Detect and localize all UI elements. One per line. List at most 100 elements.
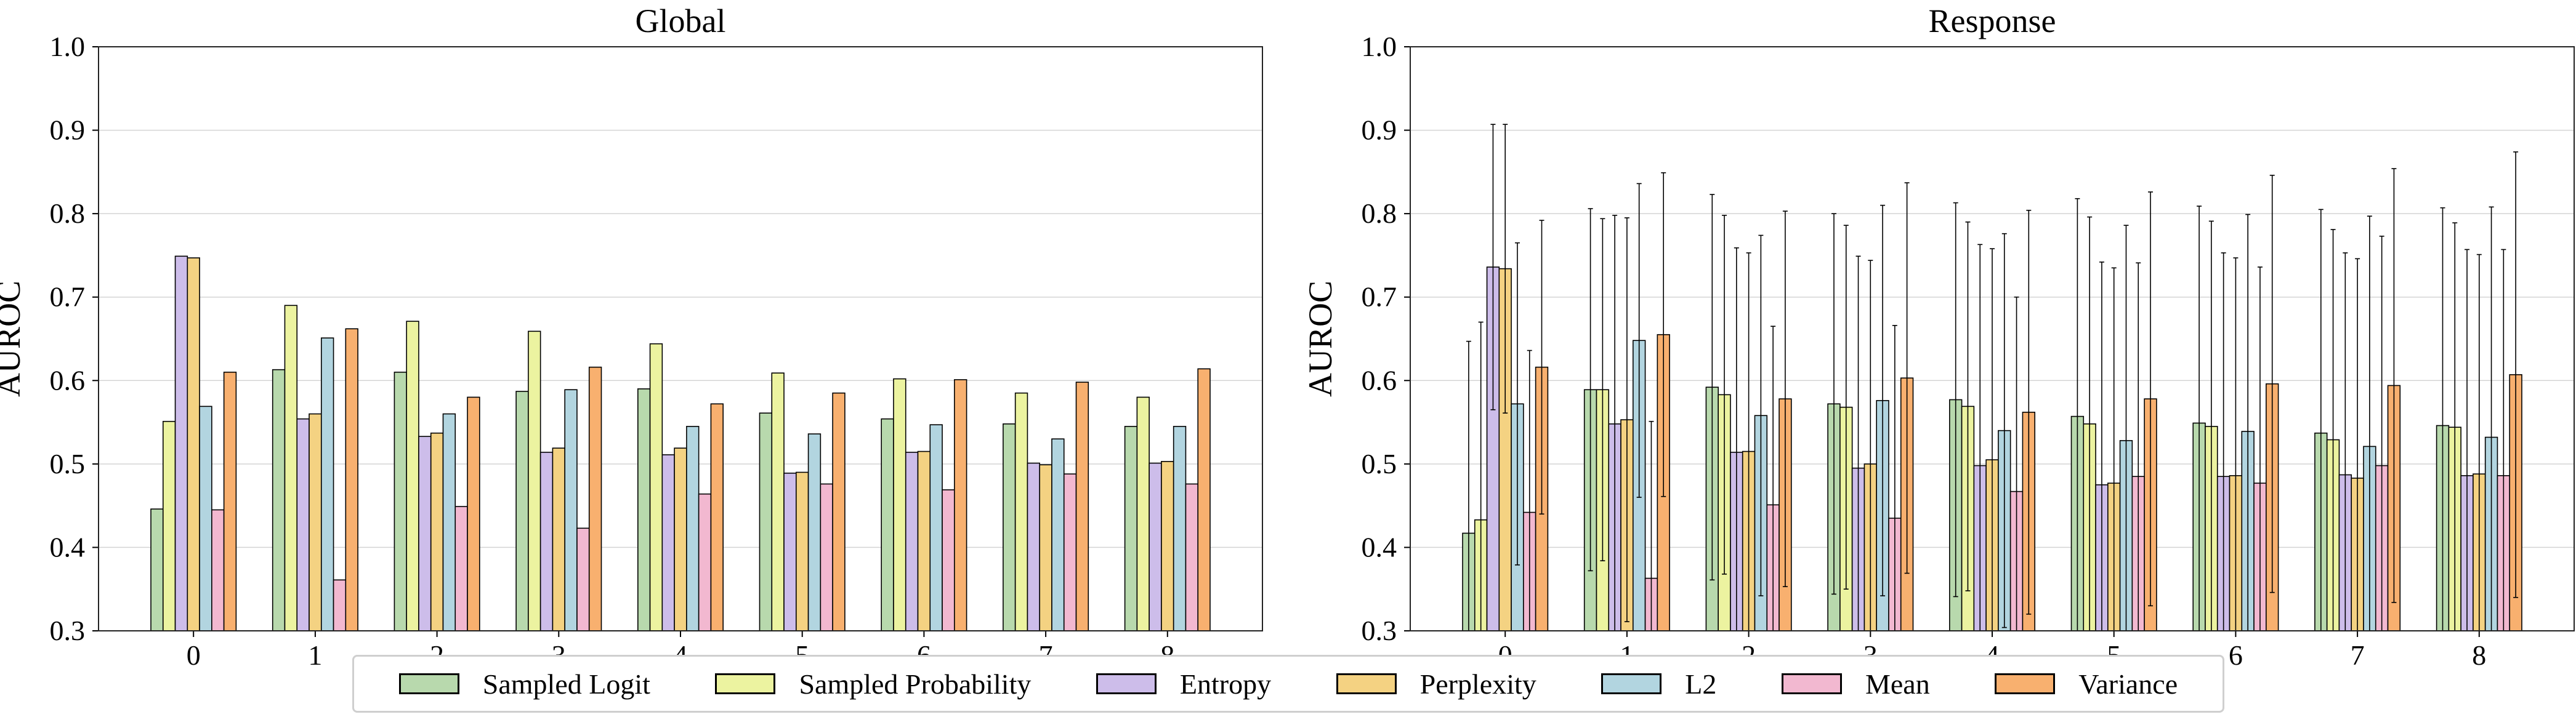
bar-perplexity-token-1 bbox=[309, 413, 322, 631]
x-tick-label: 7 bbox=[2351, 639, 2365, 671]
legend-label: Perplexity bbox=[1419, 668, 1536, 700]
bar-l2-token-3 bbox=[564, 389, 578, 631]
bar-mean-token-3 bbox=[576, 527, 590, 631]
legend-item-sampled-logit: Sampled Logit bbox=[398, 668, 650, 700]
bar-l2-token-2 bbox=[442, 413, 456, 631]
legend-item-variance: Variance bbox=[1995, 668, 2178, 700]
bar-variance-token-8 bbox=[1197, 368, 1211, 631]
bar-sampled-probability-token-7 bbox=[1014, 392, 1028, 631]
y-axis-label: AUROC bbox=[1302, 281, 1339, 397]
chart-panel-global: 0.30.40.50.60.70.80.91.0012345678GlobalT… bbox=[0, 2, 1263, 692]
bar-entropy-token-1 bbox=[296, 418, 310, 631]
y-tick-label: 0.9 bbox=[1362, 114, 1397, 146]
bar-l2-token-0 bbox=[199, 406, 212, 631]
bar-sampled-logit-token-1 bbox=[272, 369, 286, 631]
chart-title: Response bbox=[1929, 2, 2056, 39]
bar-perplexity-token-8 bbox=[1161, 460, 1174, 631]
bar-sampled-probability-token-6 bbox=[893, 378, 906, 631]
bar-variance-token-0 bbox=[223, 371, 237, 631]
bar-mean-token-1 bbox=[333, 579, 347, 631]
bar-variance-token-1 bbox=[345, 328, 358, 631]
bar-mean-token-2 bbox=[454, 506, 468, 631]
bar-mean-token-5 bbox=[820, 483, 833, 631]
legend-swatch bbox=[1601, 673, 1662, 694]
bar-l2-token-8 bbox=[1173, 426, 1187, 631]
x-tick-label: 8 bbox=[2472, 639, 2486, 671]
chart-title: Global bbox=[636, 2, 726, 39]
bar-mean-token-8 bbox=[1185, 483, 1199, 631]
bar-sampled-probability-token-2 bbox=[406, 321, 419, 631]
x-tick-label: 0 bbox=[187, 639, 201, 671]
y-tick-label: 0.6 bbox=[50, 364, 86, 396]
legend-item-entropy: Entropy bbox=[1096, 668, 1271, 700]
y-tick-label: 0.5 bbox=[1362, 448, 1397, 479]
bar-sampled-probability-token-0 bbox=[162, 420, 176, 631]
bar-entropy-token-0 bbox=[174, 255, 188, 631]
legend-swatch bbox=[1096, 673, 1157, 694]
legend-item-sampled-probability: Sampled Probability bbox=[715, 668, 1031, 700]
legend-swatch bbox=[1995, 673, 2056, 694]
bar-sampled-probability-token-5 bbox=[771, 372, 785, 631]
bar-l2-token-1 bbox=[320, 337, 334, 631]
bar-variance-token-4 bbox=[710, 403, 724, 631]
bar-sampled-probability-token-1 bbox=[284, 305, 298, 631]
bar-perplexity-token-0 bbox=[187, 257, 200, 631]
y-tick-label: 0.3 bbox=[1362, 615, 1397, 646]
legend-label: L2 bbox=[1685, 668, 1717, 700]
bar-sampled-logit-token-7 bbox=[1003, 423, 1016, 631]
y-tick-label: 0.8 bbox=[1362, 198, 1397, 229]
bar-perplexity-token-5 bbox=[796, 471, 809, 631]
bar-sampled-probability-token-4 bbox=[649, 343, 663, 631]
bar-sampled-logit-token-6 bbox=[881, 418, 894, 631]
legend-item-l2: L2 bbox=[1601, 668, 1716, 700]
bar-perplexity-token-7 bbox=[1039, 464, 1052, 631]
bar-mean-token-0 bbox=[211, 509, 225, 631]
bar-perplexity-token-2 bbox=[430, 432, 444, 631]
bar-perplexity-token-3 bbox=[552, 447, 565, 631]
y-tick-label: 1.0 bbox=[1362, 31, 1397, 62]
legend-swatch bbox=[1336, 673, 1397, 694]
legend-item-mean: Mean bbox=[1781, 668, 1930, 700]
y-tick-label: 0.6 bbox=[1362, 364, 1397, 396]
bar-sampled-logit-token-3 bbox=[515, 391, 529, 631]
bar-entropy-token-5 bbox=[783, 472, 797, 631]
plot-frame bbox=[98, 46, 1263, 631]
bar-sampled-probability-token-3 bbox=[528, 330, 541, 631]
bar-entropy-token-7 bbox=[1027, 462, 1041, 631]
bar-mean-token-7 bbox=[1063, 473, 1077, 631]
bar-variance-token-6 bbox=[954, 379, 967, 631]
bar-entropy-token-6 bbox=[905, 452, 919, 631]
bar-sampled-probability-token-8 bbox=[1136, 396, 1150, 631]
bar-variance-token-2 bbox=[467, 396, 480, 631]
bar-sampled-logit-token-2 bbox=[394, 371, 407, 631]
y-tick-label: 0.7 bbox=[50, 281, 86, 313]
y-axis-label: AUROC bbox=[0, 281, 27, 397]
legend-item-perplexity: Perplexity bbox=[1336, 668, 1536, 700]
x-tick-label: 6 bbox=[2229, 639, 2243, 671]
bar-entropy-token-8 bbox=[1149, 462, 1162, 631]
x-tick-label: 1 bbox=[308, 639, 322, 671]
y-tick-label: 0.7 bbox=[1362, 281, 1397, 313]
legend-label: Sampled Probability bbox=[799, 668, 1032, 700]
y-tick-label: 0.3 bbox=[50, 615, 86, 646]
bar-sampled-logit-token-0 bbox=[150, 508, 164, 631]
bar-mean-token-4 bbox=[698, 493, 712, 631]
legend-label: Entropy bbox=[1179, 668, 1272, 700]
y-tick-label: 0.5 bbox=[50, 448, 86, 479]
bar-sampled-logit-token-5 bbox=[759, 412, 773, 631]
bar-variance-token-5 bbox=[832, 392, 846, 631]
plot-frame bbox=[1410, 46, 2575, 631]
legend-label: Mean bbox=[1865, 668, 1930, 700]
legend-label: Sampled Logit bbox=[482, 668, 650, 700]
legend-swatch bbox=[1781, 673, 1842, 694]
bar-l2-token-7 bbox=[1051, 438, 1065, 631]
bar-mean-token-6 bbox=[942, 489, 955, 631]
bar-entropy-token-2 bbox=[418, 436, 432, 631]
bar-sampled-logit-token-8 bbox=[1124, 426, 1138, 631]
bar-l2-token-4 bbox=[686, 426, 700, 631]
bar-l2-token-5 bbox=[807, 433, 822, 631]
bar-l2-token-6 bbox=[929, 424, 943, 631]
bar-entropy-token-3 bbox=[539, 452, 554, 631]
bar-variance-token-3 bbox=[588, 366, 602, 631]
